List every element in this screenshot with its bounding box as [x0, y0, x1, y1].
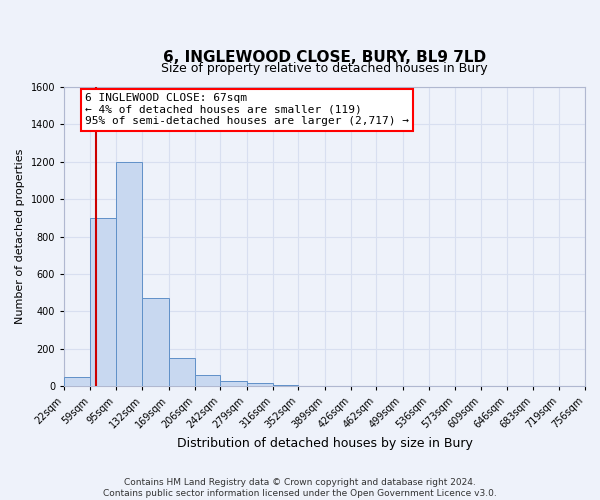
Title: 6, INGLEWOOD CLOSE, BURY, BL9 7LD: 6, INGLEWOOD CLOSE, BURY, BL9 7LD [163, 50, 486, 65]
Y-axis label: Number of detached properties: Number of detached properties [15, 149, 25, 324]
Text: Contains HM Land Registry data © Crown copyright and database right 2024.
Contai: Contains HM Land Registry data © Crown c… [103, 478, 497, 498]
X-axis label: Distribution of detached houses by size in Bury: Distribution of detached houses by size … [176, 437, 473, 450]
Bar [220, 380, 247, 386]
Bar [142, 298, 169, 386]
Bar [116, 162, 142, 386]
Bar [273, 385, 298, 386]
Text: 6 INGLEWOOD CLOSE: 67sqm
← 4% of detached houses are smaller (119)
95% of semi-d: 6 INGLEWOOD CLOSE: 67sqm ← 4% of detache… [85, 93, 409, 126]
Bar [64, 377, 91, 386]
Bar [91, 218, 116, 386]
Bar [169, 358, 195, 386]
Bar [247, 384, 273, 386]
Text: Size of property relative to detached houses in Bury: Size of property relative to detached ho… [161, 62, 488, 75]
Bar [195, 375, 220, 386]
